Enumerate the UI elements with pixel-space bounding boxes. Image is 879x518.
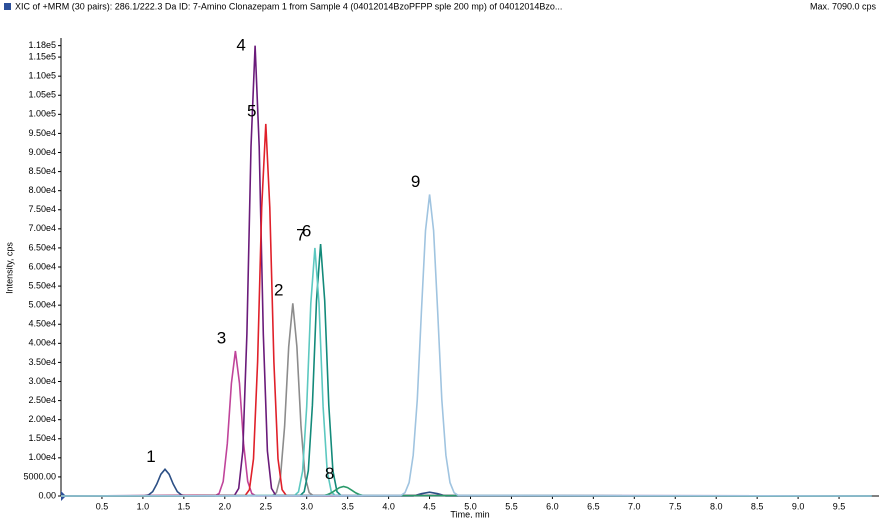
y-tick-label: 6.50e4 [28, 242, 56, 252]
x-tick-label: 0.5 [96, 501, 109, 511]
y-tick-label: 1.10e5 [28, 71, 56, 81]
x-tick-label: 1.5 [178, 501, 191, 511]
x-tick-label: 3.0 [300, 501, 313, 511]
y-tick-label: 1.00e5 [28, 109, 56, 119]
peak-label: 7 [296, 225, 305, 244]
y-tick-label: 3.50e4 [28, 357, 56, 367]
peak-label: 5 [247, 101, 256, 120]
y-tick-label: 7.00e4 [28, 223, 56, 233]
y-tick-label: 1.05e5 [28, 90, 56, 100]
x-tick-label: 8.5 [751, 501, 764, 511]
y-tick-label: 9.50e4 [28, 128, 56, 138]
peak-label: 1 [146, 447, 155, 466]
x-tick-label: 4.5 [423, 501, 436, 511]
x-tick-label: 3.5 [341, 501, 354, 511]
y-tick-label: 1.18e5 [28, 40, 56, 50]
y-tick-label: 5.00e4 [28, 300, 56, 310]
y-tick-label: 1.50e4 [28, 433, 56, 443]
trace-line [60, 350, 872, 497]
peak-label: 9 [411, 172, 420, 191]
x-tick-label: 2.0 [219, 501, 232, 511]
y-tick-label: 8.50e4 [28, 166, 56, 176]
x-tick-label: 6.5 [587, 501, 600, 511]
x-tick-label: 7.5 [669, 501, 682, 511]
peak-label: 2 [274, 281, 283, 300]
y-tick-label: 1.00e4 [28, 452, 56, 462]
y-tick-label: 5.50e4 [28, 280, 56, 290]
x-tick-label: 5.0 [464, 501, 477, 511]
peak-label: 8 [325, 464, 334, 483]
x-tick-label: 9.5 [833, 501, 846, 511]
x-tick-label: 2.5 [259, 501, 272, 511]
x-tick-label: 8.0 [710, 501, 723, 511]
y-tick-label: 9.00e4 [28, 147, 56, 157]
x-tick-label: 9.0 [792, 501, 805, 511]
y-tick-label: 5000.00 [23, 471, 56, 481]
x-tick-label: 5.5 [505, 501, 518, 511]
x-tick-label: 6.0 [546, 501, 559, 511]
trace-line [60, 468, 872, 497]
trace-icon [4, 3, 11, 10]
y-tick-label: 2.50e4 [28, 395, 56, 405]
y-tick-label: 2.00e4 [28, 414, 56, 424]
y-tick-label: 4.50e4 [28, 319, 56, 329]
chart-title: XIC of +MRM (30 pairs): 286.1/222.3 Da I… [15, 1, 562, 11]
y-axis-label: Intensity, cps [4, 242, 14, 294]
trace-line [60, 123, 872, 497]
trace-line [60, 194, 872, 497]
peak-label: 6 [302, 222, 311, 241]
trace-line [60, 45, 872, 497]
trace-line [60, 303, 872, 497]
x-tick-label: 4.0 [382, 501, 395, 511]
y-tick-label: 4.00e4 [28, 338, 56, 348]
x-tick-label: 1.0 [137, 501, 150, 511]
trace-line [60, 244, 872, 497]
peak-label: 4 [236, 35, 245, 54]
y-tick-label: 3.00e4 [28, 376, 56, 386]
y-tick-label: 8.00e4 [28, 185, 56, 195]
x-tick-label: 7.0 [628, 501, 641, 511]
trace-line [60, 247, 872, 497]
chart-subtitle: Max. 7090.0 cps [810, 1, 877, 11]
y-tick-label: 1.15e5 [28, 51, 56, 61]
x-axis-label: Time, min [450, 509, 489, 518]
y-tick-label: 6.00e4 [28, 261, 56, 271]
peak-label: 3 [217, 328, 226, 347]
y-tick-label: 0.00 [38, 490, 56, 500]
y-tick-label: 7.50e4 [28, 204, 56, 214]
